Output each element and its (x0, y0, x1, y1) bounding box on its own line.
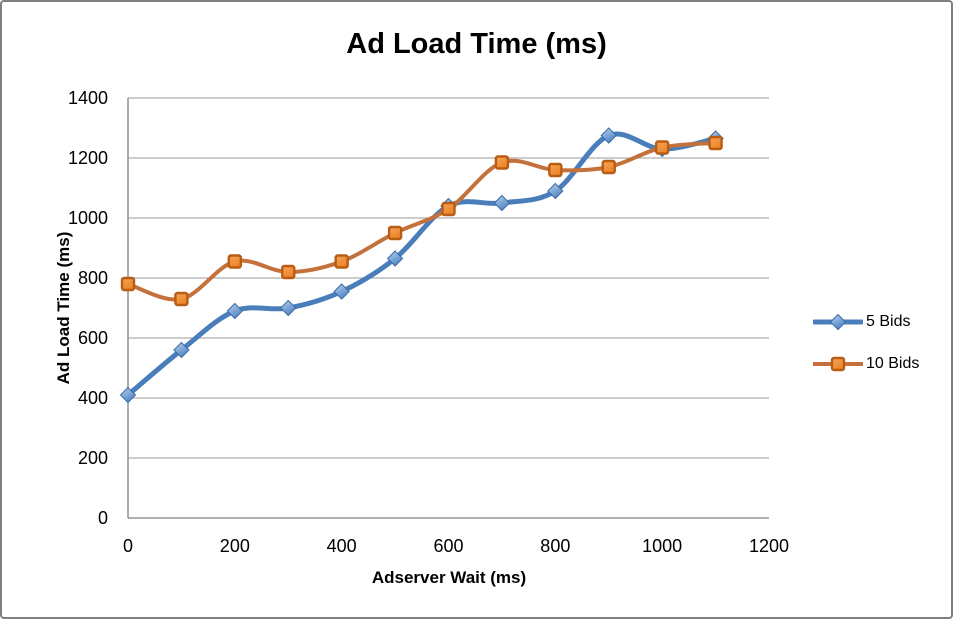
marker-10-bids (548, 162, 563, 178)
marker-5-bids (493, 194, 511, 212)
marker-10-bids (830, 356, 846, 372)
marker-5-bids (829, 313, 847, 331)
legend-label: 10 Bids (866, 355, 920, 372)
x-tick-label: 200 (219, 536, 250, 556)
marker-5-bids (547, 182, 564, 200)
marker-10-bids (120, 276, 136, 292)
y-tick-label: 800 (77, 268, 108, 288)
marker-10-bids (334, 254, 349, 269)
y-tick-label: 400 (77, 388, 108, 408)
marker-10-bids (601, 159, 616, 175)
y-tick-label: 0 (97, 508, 108, 528)
marker-10-bids (494, 155, 510, 170)
y-tick-label: 1400 (67, 88, 108, 108)
series-line-10-bids (126, 141, 718, 302)
legend: 5 Bids 10 Bids (813, 313, 919, 373)
marker-10-bids (708, 135, 723, 151)
legend-marker-5-bids (813, 313, 863, 331)
y-axis-title: Ad Load Time (ms) (54, 231, 73, 385)
x-tick-label: 800 (540, 536, 571, 556)
x-axis-title: Adserver Wait (ms) (371, 568, 527, 587)
marker-5-bids (386, 250, 404, 267)
marker-10-bids (174, 291, 189, 307)
series-line-5-bids (125, 131, 719, 398)
y-tick-label: 200 (77, 448, 108, 468)
marker-5-bids (119, 386, 137, 404)
x-tick-label: 0 (122, 536, 134, 556)
x-tick-label: 600 (433, 536, 464, 556)
x-tick-label: 1000 (642, 536, 683, 556)
marker-10-bids (441, 201, 456, 217)
legend-label: 5 Bids (866, 313, 911, 330)
marker-10-bids (654, 140, 670, 155)
marker-10-bids (387, 225, 403, 241)
x-tick-label: 1200 (748, 536, 790, 556)
marker-5-bids (173, 341, 190, 359)
legend-marker-10-bids (813, 356, 863, 372)
marker-10-bids (227, 254, 243, 269)
marker-5-bids (280, 299, 297, 317)
y-tick-label: 600 (77, 328, 108, 348)
legend-item-5-bids: 5 Bids (813, 313, 919, 331)
y-tick-label: 1200 (67, 148, 108, 168)
marker-5-bids (333, 283, 350, 300)
marker-5-bids (600, 127, 617, 144)
y-tick-label: 1000 (67, 208, 108, 228)
chart-title: Ad Load Time (ms) (346, 28, 607, 60)
x-tick-label: 400 (326, 536, 357, 556)
legend-item-10-bids: 10 Bids (813, 355, 919, 373)
marker-5-bids (226, 302, 244, 320)
marker-10-bids (281, 264, 296, 280)
